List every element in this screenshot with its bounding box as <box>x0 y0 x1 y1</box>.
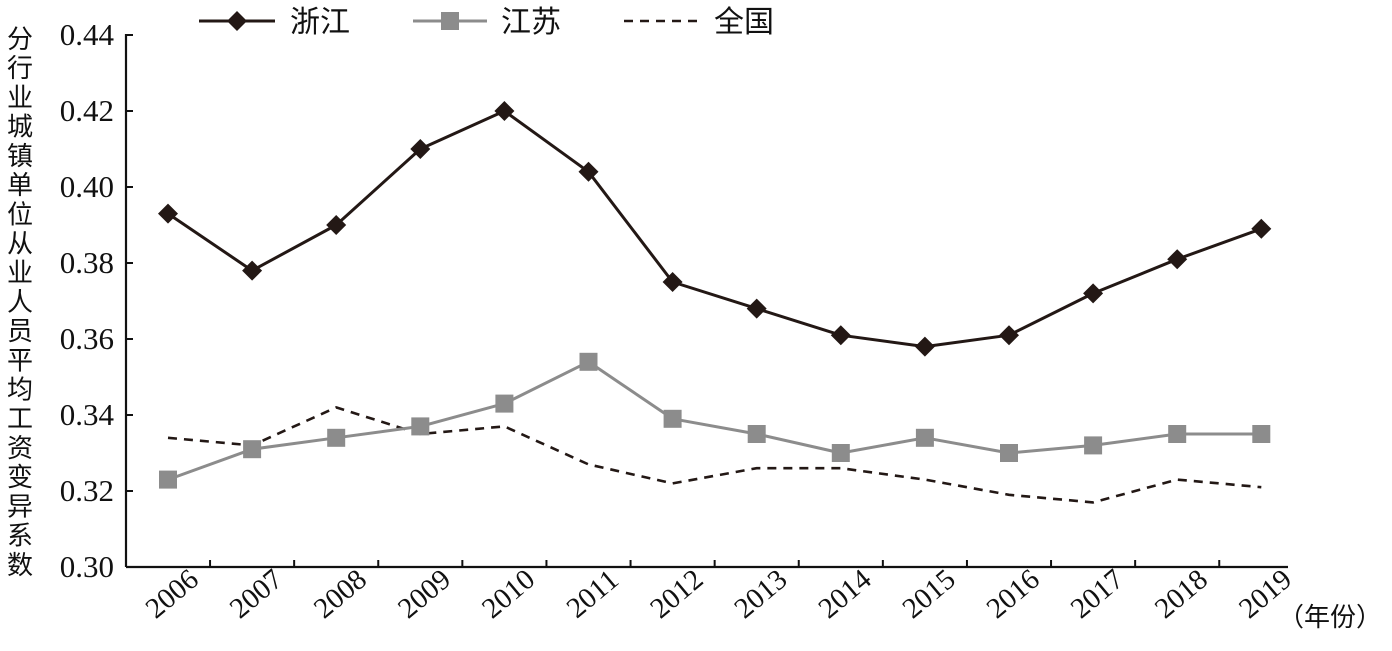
data-point-square <box>327 428 346 447</box>
y-axis-label-char: 工 <box>7 405 33 435</box>
data-point-square <box>747 425 766 443</box>
legend-item-浙江: 浙江 <box>199 5 350 40</box>
data-point-diamond <box>326 215 347 235</box>
data-point-diamond <box>662 272 683 292</box>
data-point-diamond <box>1083 283 1104 304</box>
data-point-square <box>1252 425 1271 443</box>
data-point-diamond <box>158 203 178 224</box>
y-axis-label-char: 分 <box>7 25 33 55</box>
y-axis-label-char: 异 <box>7 492 33 522</box>
series-江苏 <box>159 352 1271 489</box>
y-axis-label-char: 平 <box>7 346 33 376</box>
series-line <box>167 360 1262 482</box>
y-axis-label-char: 从 <box>7 229 33 259</box>
y-axis-ticks: 0.30 0.32 0.34 0.36 0.38 0.40 0.42 0.44 <box>60 17 133 584</box>
y-axis-label-char: 人 <box>7 288 33 318</box>
data-point-diamond <box>746 298 767 319</box>
x-axis-ticks: 2006 2007 2008 2009 2010 2011 2012 2013 2014 2015… <box>140 560 1298 625</box>
data-point-square <box>243 440 262 459</box>
axes <box>124 34 1288 569</box>
data-point-diamond <box>1251 218 1272 239</box>
data-point-square <box>1000 444 1018 462</box>
y-axis-label-char: 均 <box>7 376 33 406</box>
x-tick-label: 2012 <box>644 563 709 625</box>
series-line <box>167 406 1262 504</box>
data-point-square <box>1168 425 1187 443</box>
y-axis-label-char: 业 <box>7 83 33 113</box>
y-axis-label-char: 数 <box>7 551 33 581</box>
x-tick-label: 2013 <box>728 563 793 625</box>
y-tick-label: 0.36 <box>60 321 114 356</box>
y-tick-label: 0.42 <box>60 93 114 128</box>
x-tick-label: 2018 <box>1149 563 1214 625</box>
y-axis-label-char: 单 <box>7 171 33 201</box>
data-point-diamond <box>999 325 1019 346</box>
data-point-diamond <box>578 161 599 182</box>
data-point-diamond <box>1167 249 1188 270</box>
data-point-square <box>441 12 459 30</box>
data-point-square <box>831 444 850 462</box>
x-tick-label: 2009 <box>392 563 457 625</box>
data-point-square <box>159 470 177 489</box>
legend: 浙江 江苏 全国 <box>199 5 774 40</box>
legend-label: 江苏 <box>501 5 561 40</box>
x-tick-label: 2014 <box>813 563 878 625</box>
y-tick-label: 0.38 <box>60 245 114 280</box>
legend-item-全国: 全国 <box>624 5 774 40</box>
y-axis-label-char: 员 <box>7 317 33 347</box>
y-axis-label-char: 资 <box>7 434 33 464</box>
y-axis-label-char: 变 <box>7 463 33 493</box>
series-line <box>167 109 1262 349</box>
y-axis-label-char: 行 <box>7 54 33 84</box>
x-tick-label: 2007 <box>224 563 289 625</box>
series-浙江 <box>158 101 1272 357</box>
x-tick-label: 2011 <box>561 564 625 625</box>
y-tick-label: 0.34 <box>60 397 115 432</box>
y-tick-label: 0.44 <box>60 17 115 52</box>
y-tick-label: 0.30 <box>60 549 114 584</box>
x-tick-label: 2016 <box>981 563 1046 625</box>
x-tick-label: 2008 <box>308 563 373 625</box>
y-axis-label-char: 城 <box>7 113 33 143</box>
data-point-square <box>495 394 514 413</box>
data-point-square <box>1084 436 1103 455</box>
data-point-diamond <box>914 336 935 357</box>
x-axis-title: （年份） <box>1278 603 1382 633</box>
legend-label: 全国 <box>714 5 774 40</box>
y-axis-label-char: 业 <box>7 259 33 289</box>
y-tick-label: 0.32 <box>60 473 114 508</box>
data-point-diamond <box>830 325 851 346</box>
y-axis-label-char: 位 <box>7 200 33 230</box>
data-point-square <box>411 417 430 436</box>
legend-label: 浙江 <box>290 5 350 40</box>
series-全国 <box>167 406 1262 504</box>
data-point-square <box>915 428 934 447</box>
data-point-diamond <box>494 101 515 121</box>
series-layer <box>158 101 1272 504</box>
x-tick-label: 2015 <box>897 563 962 625</box>
data-point-diamond <box>410 139 431 159</box>
data-point-square <box>579 352 598 371</box>
y-axis-label-char: 镇 <box>7 142 33 172</box>
data-point-diamond <box>227 11 247 31</box>
legend-item-江苏: 江苏 <box>413 5 561 40</box>
x-tick-label: 2017 <box>1065 563 1130 625</box>
y-axis-label-char: 系 <box>7 522 33 552</box>
data-point-diamond <box>242 260 263 281</box>
x-tick-label: 2010 <box>476 563 541 625</box>
data-point-square <box>663 409 682 428</box>
x-tick-label: 2006 <box>140 563 205 625</box>
y-tick-label: 0.40 <box>60 169 114 204</box>
